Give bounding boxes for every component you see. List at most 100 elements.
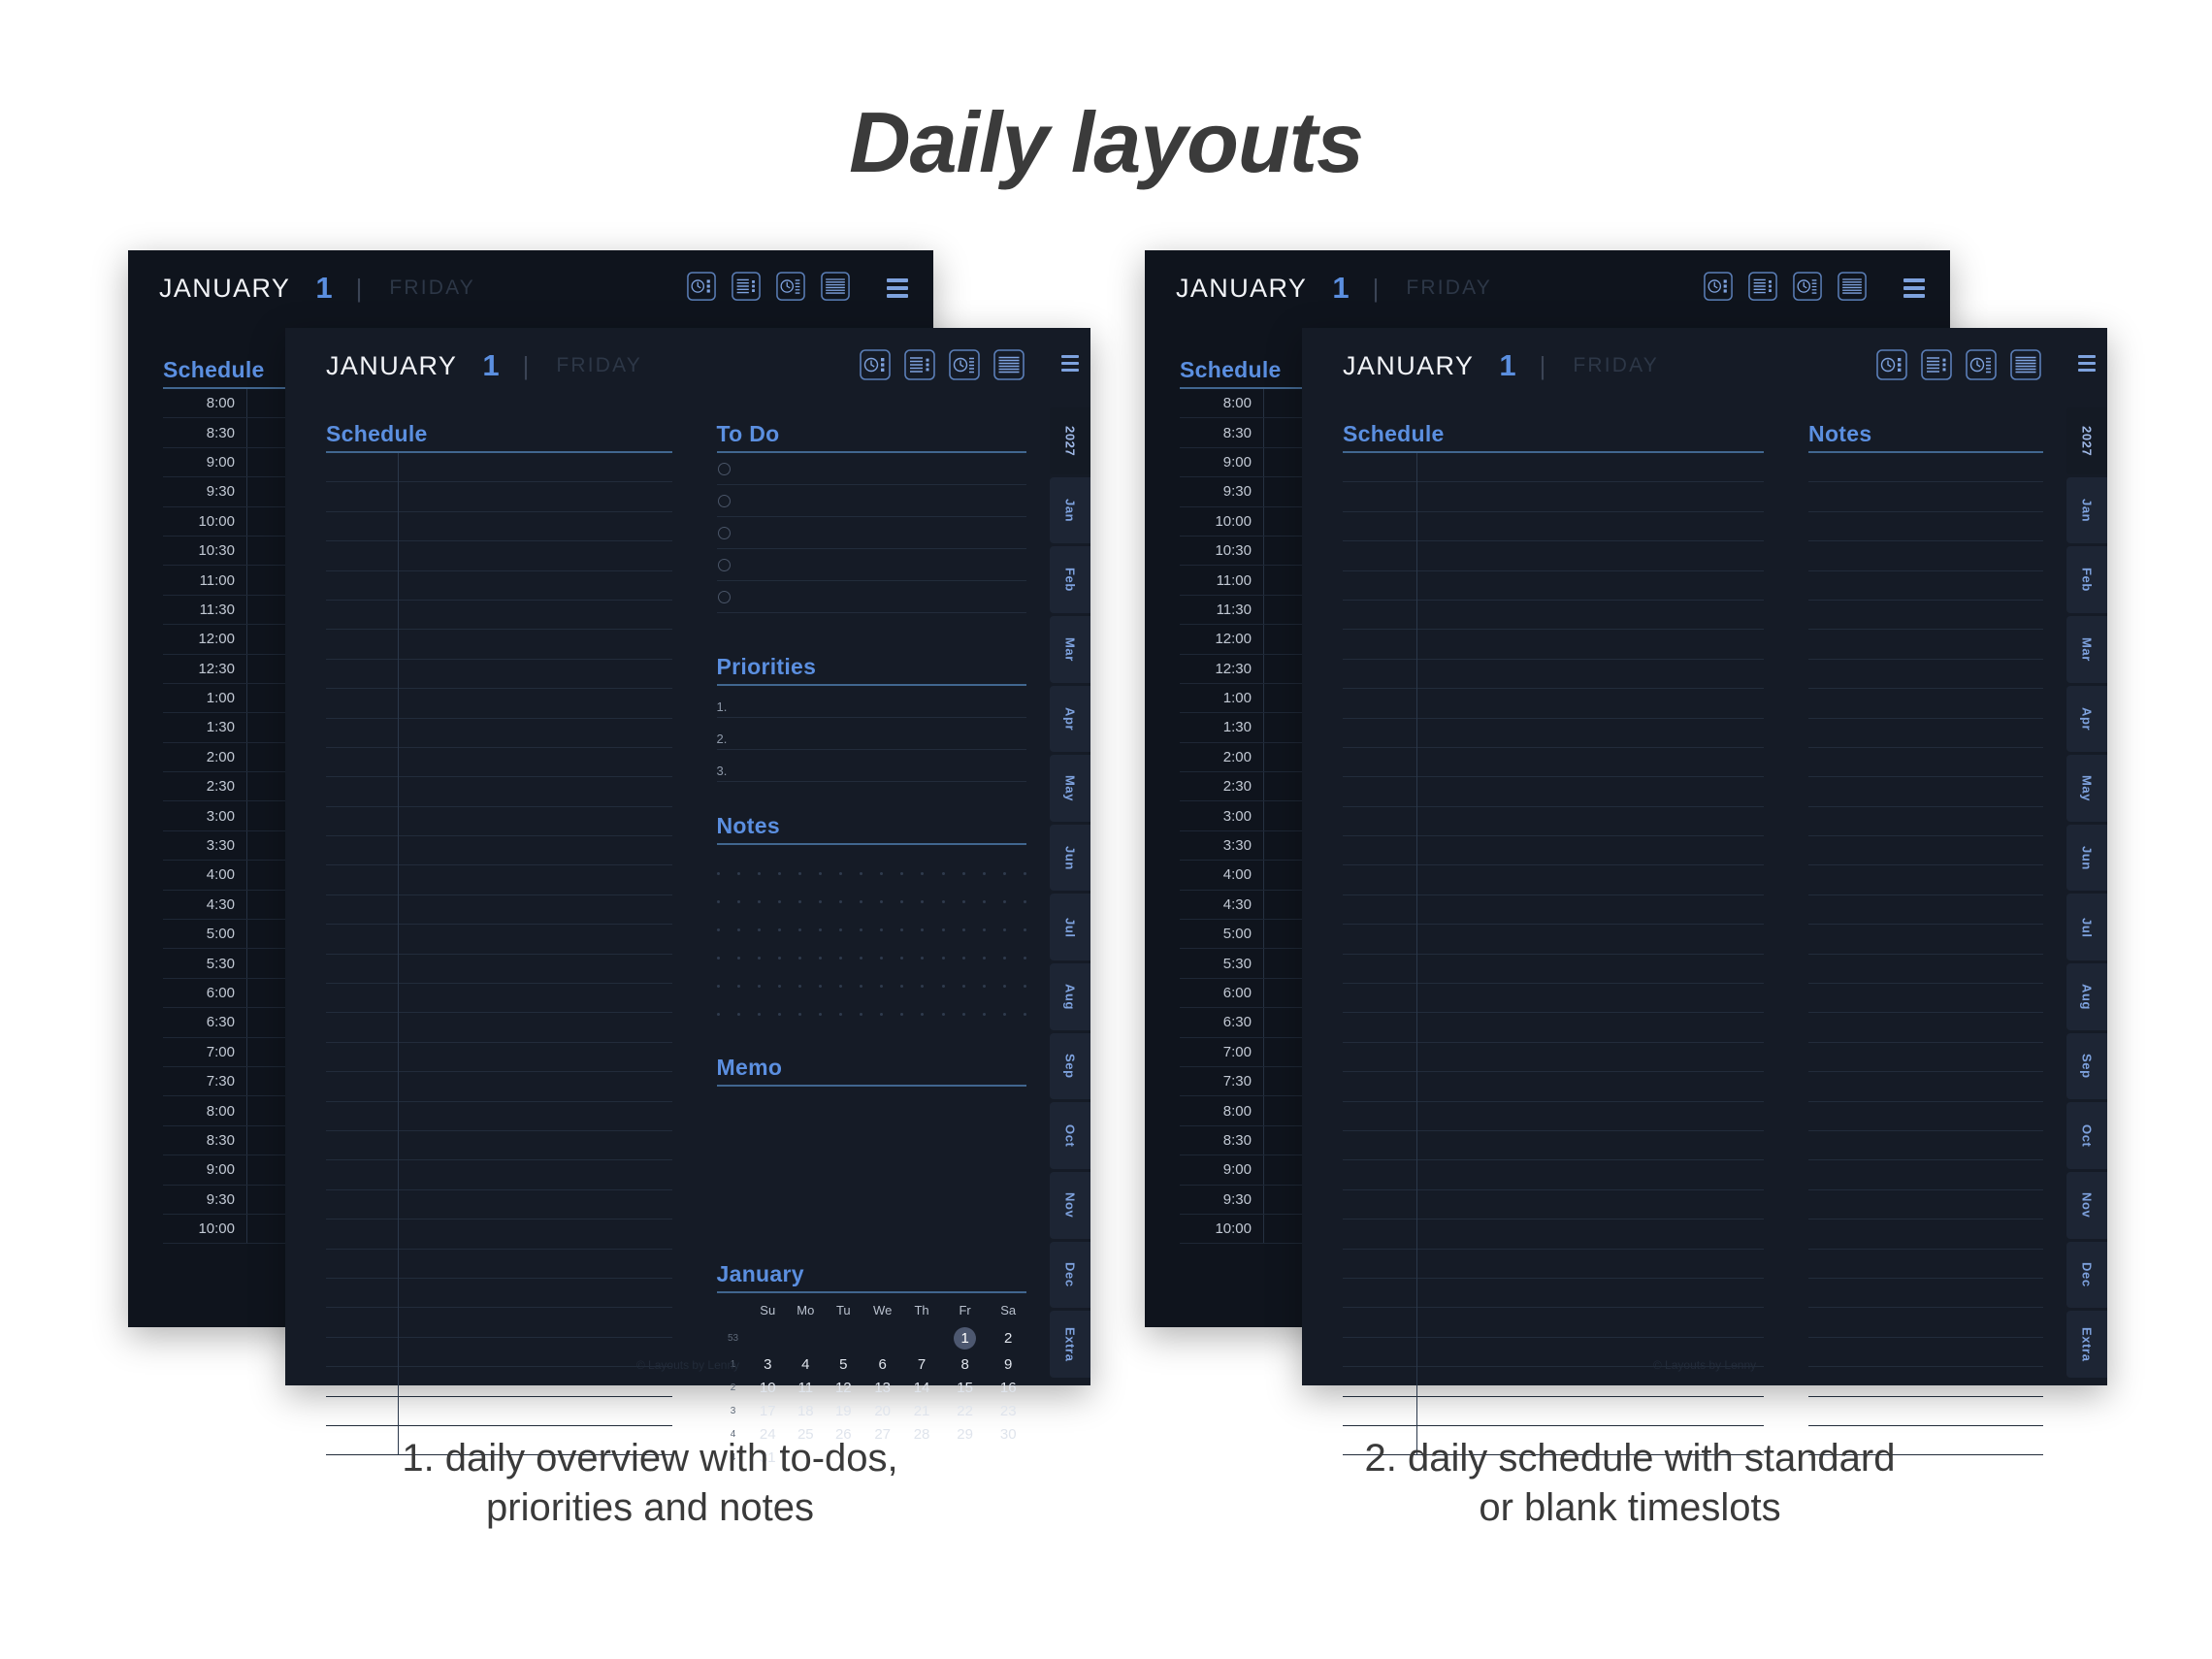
timeslot-row[interactable]: 1:00 (163, 683, 367, 714)
priorities-list[interactable]: 1. 2. 3. (716, 686, 1026, 782)
timeslot-row[interactable]: 3:00 (1180, 801, 1383, 831)
month-tab-may[interactable]: May (1050, 755, 1090, 822)
calendar-today-highlight[interactable]: 1 (954, 1326, 977, 1350)
calendar-day-cell[interactable]: 12 (834, 1379, 852, 1396)
timeslot-row[interactable]: 9:30 (1180, 1185, 1383, 1215)
timeslot-entry-cell[interactable] (246, 683, 367, 713)
notes-blank-row[interactable] (1808, 689, 2043, 719)
schedule-blank-row[interactable] (1343, 1367, 1765, 1397)
schedule-blank-row[interactable] (326, 1367, 672, 1397)
calendar-day-cell[interactable]: 28 (913, 1425, 930, 1443)
timeslot-entry-cell[interactable] (1263, 1185, 1383, 1214)
notes-blank-row[interactable] (1808, 1102, 2043, 1131)
calendar-day-cell[interactable]: 29 (957, 1425, 973, 1443)
notes-blank-row[interactable] (1808, 719, 2043, 748)
month-tab-rail[interactable]: 2027 Jan Feb Mar Apr May Jun Jul Aug Sep Oct Nov Dec… (1050, 388, 1090, 1385)
timeslot-row[interactable]: 4:30 (1180, 890, 1383, 921)
schedule-blank-row[interactable] (1343, 1072, 1765, 1102)
calendar-day-cell[interactable]: 4 (801, 1355, 810, 1373)
schedule-blank-row[interactable] (1343, 1131, 1765, 1161)
notes-blank-row[interactable] (1808, 1220, 2043, 1250)
timeslot-entry-cell[interactable] (246, 1008, 367, 1037)
timeslot-row[interactable]: 2:00 (1180, 742, 1383, 773)
timeslot-entry-cell[interactable] (1263, 1125, 1383, 1155)
notes-blank-row[interactable] (1808, 807, 2043, 837)
notes-blank-row[interactable] (1808, 1426, 2043, 1456)
timeslot-row[interactable]: 8:30 (1180, 418, 1383, 448)
calendar-day-cell[interactable]: 27 (874, 1425, 892, 1443)
schedule-blank-row[interactable] (1343, 1190, 1765, 1220)
schedule-blank-row[interactable] (326, 1338, 672, 1368)
timeslot-row[interactable]: 10:00 (163, 506, 367, 537)
lines-list-icon[interactable] (2010, 349, 2043, 382)
month-tab-rail[interactable]: 2027 Jan Feb Mar Apr May Jun Jul Aug Sep Oct Nov Dec… (2066, 388, 2107, 1385)
timeslot-row[interactable]: 12:30 (163, 654, 367, 684)
notes-blank-row[interactable] (1808, 984, 2043, 1014)
timeslot-entry-cell[interactable] (1263, 949, 1383, 978)
timeslot-row[interactable]: 2:30 (163, 772, 367, 802)
timeslot-entry-cell[interactable] (246, 1155, 367, 1185)
notes-blank-row[interactable] (1808, 512, 2043, 542)
notes-blank-row[interactable] (1808, 1190, 2043, 1220)
timeslot-entry-cell[interactable] (246, 506, 367, 536)
timeslot-entry-cell[interactable] (246, 801, 367, 830)
month-tab-extra[interactable]: Extra (2066, 1311, 2107, 1378)
timeslot-row[interactable]: 8:30 (163, 418, 367, 448)
notes-blank-row[interactable] (1808, 601, 2043, 631)
timeslot-entry-cell[interactable] (1263, 1037, 1383, 1066)
timeslot-entry-cell[interactable] (246, 536, 367, 566)
month-tab-nov[interactable]: Nov (1050, 1172, 1090, 1239)
timeslot-row[interactable]: 10:00 (163, 1214, 367, 1245)
schedule-blank-row[interactable] (1343, 689, 1765, 719)
schedule-blank-row[interactable] (1343, 925, 1765, 955)
timeslot-row[interactable]: 8:30 (1180, 1125, 1383, 1156)
clock-list-icon[interactable] (1704, 272, 1737, 305)
hamburger-menu-icon[interactable] (2078, 355, 2096, 372)
todo-checkbox-circle-icon[interactable] (717, 462, 731, 475)
timeslot-entry-cell[interactable] (246, 1037, 367, 1066)
timeslot-row[interactable]: 3:00 (163, 801, 367, 831)
todo-item[interactable] (716, 581, 1026, 613)
clock-lines-icon[interactable] (949, 349, 982, 382)
month-tab-mar[interactable]: Mar (2066, 615, 2107, 683)
timeslot-entry-cell[interactable] (246, 418, 367, 447)
schedule-blank-row[interactable] (1343, 748, 1765, 778)
month-tab-2027[interactable]: 2027 (1050, 407, 1090, 474)
schedule-blank-row[interactable] (326, 512, 672, 542)
notes-blank-row[interactable] (1808, 1160, 2043, 1190)
calendar-day-cell[interactable]: 17 (759, 1402, 776, 1419)
notes-blank-row[interactable] (1808, 541, 2043, 571)
month-tab-nov[interactable]: Nov (2066, 1172, 2107, 1239)
schedule-blank-row[interactable] (1343, 777, 1765, 807)
schedule-blank-row[interactable] (1343, 1279, 1765, 1309)
month-tab-extra[interactable]: Extra (1050, 1311, 1090, 1378)
schedule-blank-row[interactable] (326, 630, 672, 660)
timeslot-entry-cell[interactable] (246, 1096, 367, 1125)
schedule-blank-row[interactable] (1343, 1043, 1765, 1073)
notes-blank-row[interactable] (1808, 453, 2043, 483)
timeslot-entry-cell[interactable] (246, 830, 367, 861)
month-tab-apr[interactable]: Apr (2066, 685, 2107, 753)
notes-blank-row[interactable] (1808, 1397, 2043, 1426)
todo-item[interactable] (716, 485, 1026, 517)
schedule-blank-row[interactable] (1343, 630, 1765, 660)
timeslot-entry-cell[interactable] (1263, 566, 1383, 595)
timeslot-row[interactable]: 3:30 (163, 830, 367, 862)
timeslot-row[interactable]: 7:30 (1180, 1066, 1383, 1097)
schedule-blank-row[interactable] (326, 777, 672, 807)
calendar-day-cell[interactable]: 21 (913, 1402, 930, 1419)
schedule-blank-row[interactable] (1343, 571, 1765, 601)
timeslot-entry-cell[interactable] (1263, 890, 1383, 920)
timeslot-row[interactable]: 9:30 (1180, 477, 1383, 507)
timeslot-row[interactable]: 8:00 (1180, 1096, 1383, 1126)
calendar-day-cell[interactable]: 11 (797, 1379, 814, 1396)
month-tab-sep[interactable]: Sep (2066, 1032, 2107, 1100)
timeslot-entry-cell[interactable] (246, 890, 367, 920)
timeslot-entry-cell[interactable] (1263, 1214, 1383, 1244)
timeslot-row[interactable]: 8:00 (163, 1096, 367, 1126)
schedule-blank-row[interactable] (1343, 601, 1765, 631)
timeslot-row[interactable]: 1:00 (1180, 683, 1383, 714)
notes-ruled-lines[interactable] (1808, 453, 2043, 1456)
notes-blank-row[interactable] (1808, 1279, 2043, 1309)
timeslot-entry-cell[interactable] (246, 595, 367, 625)
